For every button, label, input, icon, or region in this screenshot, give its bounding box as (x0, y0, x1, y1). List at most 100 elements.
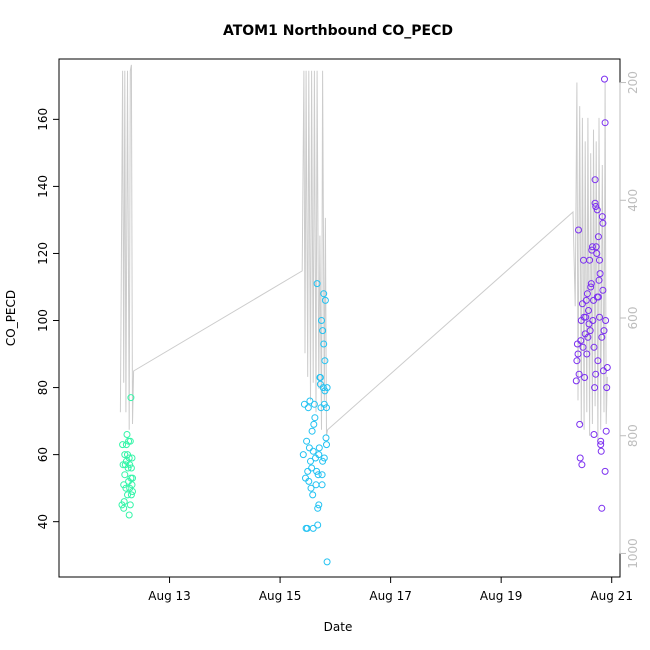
data-point-group3 (601, 467, 609, 475)
data-point-group2 (315, 451, 323, 459)
data-point-group3 (598, 213, 606, 221)
data-point-group3 (575, 226, 582, 234)
right-tick-label: 800 (626, 424, 640, 447)
data-point-group2 (314, 504, 322, 512)
data-point-group3 (578, 461, 586, 469)
data-point-group1 (124, 451, 131, 459)
data-point-group3 (591, 176, 599, 184)
data-point-group3 (578, 300, 586, 308)
data-point-group2 (299, 451, 307, 459)
data-point-group3 (579, 343, 587, 351)
data-point-group1 (125, 454, 133, 462)
data-point-group2 (305, 477, 313, 485)
right-tick-label: 600 (626, 307, 640, 330)
data-point-group3 (597, 447, 605, 455)
plot-frame (58, 58, 621, 578)
data-point-group3 (587, 283, 595, 291)
data-point-group2 (309, 447, 317, 455)
data-point-group3 (602, 317, 610, 324)
data-point-group3 (588, 243, 596, 251)
data-point-group3 (600, 327, 608, 335)
data-point-group2 (318, 471, 326, 479)
data-point-group2 (321, 357, 329, 365)
data-point-group1 (125, 511, 133, 519)
y-tick-label: 100 (36, 309, 50, 332)
y-axis: 40 60 80 100 120 140 160 (36, 108, 59, 529)
data-point-group1 (120, 498, 128, 506)
data-point-group3 (602, 427, 610, 435)
data-point-group1 (121, 471, 129, 479)
y-axis-label: CO_PECD (4, 290, 18, 346)
data-point-group3 (588, 246, 596, 254)
data-point-group2 (320, 340, 328, 348)
data-point-group2 (313, 280, 321, 288)
x-tick-label: Aug 15 (259, 589, 302, 603)
data-point-group3 (590, 343, 598, 351)
data-point-group1 (128, 481, 136, 489)
data-point-group3 (598, 504, 606, 512)
data-point-group3 (591, 199, 599, 207)
data-point-group2 (310, 400, 318, 408)
data-point-group3 (589, 317, 597, 324)
data-point-group2 (323, 558, 331, 566)
data-point-group3 (582, 296, 590, 304)
data-point-group2 (307, 484, 315, 492)
data-point-group3 (585, 320, 593, 328)
data-point-group2 (306, 397, 314, 405)
data-point-group3 (573, 357, 581, 365)
data-point-group1 (127, 394, 135, 402)
data-point-group3 (583, 290, 591, 298)
secondary-line-layer (119, 64, 608, 442)
data-point-group3 (585, 307, 592, 314)
data-point-group3 (603, 364, 611, 371)
data-point-group2 (314, 521, 322, 529)
data-point-group2 (316, 374, 324, 381)
data-point-group1 (126, 437, 134, 445)
y-tick-label: 40 (36, 514, 50, 529)
data-point-group1 (129, 474, 136, 482)
data-point-group1 (124, 491, 131, 499)
x-tick-label: Aug 19 (480, 589, 523, 603)
data-point-group1 (126, 501, 134, 509)
data-point-group2 (320, 454, 328, 462)
y-tick-label: 80 (36, 380, 50, 395)
x-axis: Aug 13 Aug 15 Aug 17 Aug 19 Aug 21 (148, 577, 633, 603)
right-axis: 200 400 600 800 1000 (619, 71, 640, 569)
data-point-group1 (128, 454, 136, 462)
data-point-group2 (305, 444, 313, 452)
data-point-group3 (576, 454, 584, 462)
data-point-group2 (313, 467, 321, 475)
data-point-group2 (319, 327, 327, 335)
data-point-group2 (310, 420, 318, 428)
points-layer (118, 75, 611, 566)
y-tick-label: 60 (36, 447, 50, 462)
data-point-group3 (594, 293, 602, 301)
data-point-group3 (586, 256, 594, 264)
data-point-group2 (311, 414, 319, 422)
data-point-group3 (592, 243, 600, 251)
data-point-group2 (314, 471, 322, 479)
data-point-group3 (599, 219, 607, 227)
data-point-group3 (593, 250, 601, 257)
secondary-line (119, 64, 608, 442)
data-point-group2 (312, 454, 319, 462)
data-point-group2 (319, 384, 327, 392)
y-tick-label: 160 (36, 108, 50, 131)
data-point-group2 (309, 491, 317, 499)
data-point-group3 (601, 119, 609, 127)
data-point-group1 (120, 504, 128, 512)
right-tick-label: 200 (626, 71, 640, 94)
data-point-group3 (594, 357, 602, 365)
data-point-group1 (119, 441, 127, 449)
data-point-group3 (581, 374, 589, 381)
data-point-group3 (576, 420, 584, 428)
x-tick-label: Aug 17 (369, 589, 412, 603)
data-point-group3 (582, 313, 590, 321)
data-point-group2 (303, 437, 311, 445)
data-point-group1 (129, 488, 136, 495)
data-point-group3 (596, 313, 603, 321)
data-point-group3 (574, 350, 582, 358)
data-point-group2 (308, 464, 316, 472)
chart-title: ATOM1 Northbound CO_PECD (223, 23, 453, 39)
